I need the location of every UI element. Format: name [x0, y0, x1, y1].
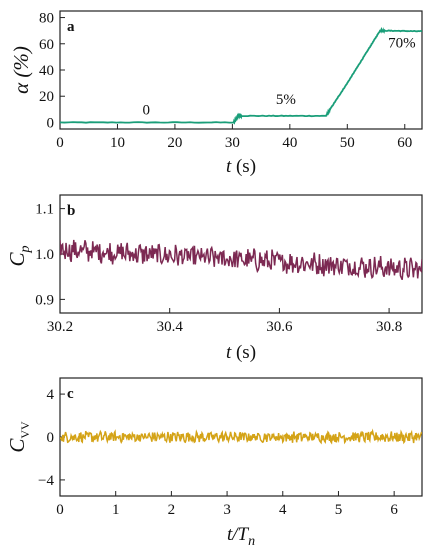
panel-a-x-tick-label: 50 [340, 135, 355, 151]
panel-a-y-tick-label: 80 [39, 11, 54, 27]
panel-a-annotation: 0 [142, 103, 150, 119]
panel-b-y-tick-label: 1.0 [35, 247, 54, 263]
panel-c-label: c [67, 386, 74, 402]
panel-c-y-tick-label: 4 [47, 387, 55, 403]
panel-c-cvv-vs-normalized-time: c CVV t/Tn 0 1 2 3 4 5 6−404 [5, 377, 423, 549]
panel-c-x-tick-label: 2 [168, 502, 176, 518]
panel-c-y-axis-label: CVV [5, 421, 32, 453]
panel-a-y-tick-label: 20 [39, 89, 54, 105]
panel-a-label: a [67, 19, 75, 35]
panel-a-y-tick-label: 40 [39, 63, 54, 79]
panel-c-x-tick-label: 3 [223, 502, 231, 518]
panel-a-x-tick-label: 0 [56, 135, 64, 151]
panel-a-x-tick-label: 60 [397, 135, 412, 151]
panel-a-y-tick-label: 0 [47, 115, 55, 131]
panel-b-x-tick-label: 30.4 [157, 319, 184, 335]
panel-c-y-tick-label: −4 [38, 473, 54, 489]
panel-c-x-tick-label: 0 [56, 502, 64, 518]
panel-c-series-line [60, 428, 422, 445]
panel-c-x-axis-label: t/Tn [227, 524, 255, 549]
panel-a-x-tick-label: 30 [225, 135, 240, 151]
panel-c-y-tick-label: 0 [47, 430, 55, 446]
panel-a-x-tick-label: 10 [110, 135, 125, 151]
panel-b-cp-vs-time: b Cp t (s) 30.2 30.4 30.6 30.8 0.9 1.0 1.1 [5, 194, 423, 363]
panel-b-x-axis-label: t (s) [226, 342, 256, 363]
panel-c-x-tick-label: 4 [279, 502, 287, 518]
panel-b-x-tick-label: 30.2 [47, 319, 73, 335]
panel-a-annotation: 5% [276, 92, 296, 108]
panel-a-annotation: 70% [388, 36, 416, 52]
panel-a-x-axis-label: t (s) [226, 156, 256, 177]
panel-c-x-tick-label: 1 [112, 502, 120, 518]
panel-a-x-tick-label: 40 [282, 135, 297, 151]
panel-b-y-axis-label: Cp [5, 245, 33, 266]
panel-b-label: b [67, 203, 75, 219]
panel-b-y-tick-label: 0.9 [35, 292, 54, 308]
panel-c-x-tick-label: 6 [390, 502, 398, 518]
panel-a-series-line [60, 26, 422, 125]
panel-b-series-line [60, 239, 422, 281]
panel-a-alpha-vs-time: a α (%) t (s) 0 10 20 30 40 50 60 0 20 40 60 80 0 5% 7… [9, 10, 423, 177]
panel-b-x-tick-label: 30.6 [266, 319, 293, 335]
panel-a-x-tick-label: 20 [167, 135, 182, 151]
panel-c-x-tick-label: 5 [335, 502, 343, 518]
panel-a-y-axis-label: α (%) [9, 46, 33, 94]
panel-b-y-tick-label: 1.1 [35, 202, 54, 218]
panel-a-y-tick-label: 60 [39, 37, 54, 53]
panel-a-frame [59, 10, 423, 130]
panel-b-x-tick-label: 30.8 [376, 319, 402, 335]
